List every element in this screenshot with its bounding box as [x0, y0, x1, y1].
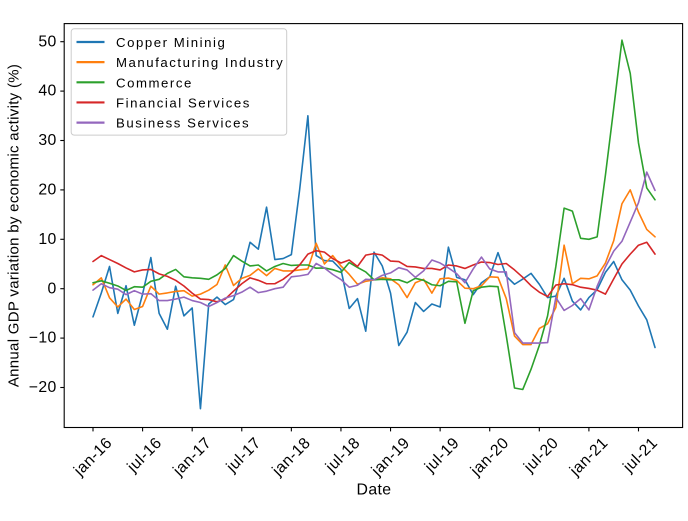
svg-text:Business Services: Business Services [116, 116, 250, 131]
svg-text:30: 30 [38, 132, 56, 149]
svg-text:Commerce: Commerce [116, 75, 193, 90]
svg-text:10: 10 [38, 231, 56, 248]
svg-text:Date: Date [357, 482, 392, 499]
svg-text:Financial Services: Financial Services [116, 95, 251, 110]
svg-text:Copper Mininig: Copper Mininig [116, 35, 226, 50]
svg-text:−10: −10 [29, 330, 57, 347]
svg-text:−20: −20 [29, 379, 57, 396]
svg-text:Manufacturing Industry: Manufacturing Industry [116, 55, 284, 70]
svg-text:20: 20 [38, 182, 56, 199]
svg-text:50: 50 [38, 33, 56, 50]
svg-text:Annual GDP variation by econom: Annual GDP variation by economic activit… [6, 64, 23, 387]
svg-text:0: 0 [48, 280, 57, 297]
svg-text:40: 40 [38, 83, 56, 100]
